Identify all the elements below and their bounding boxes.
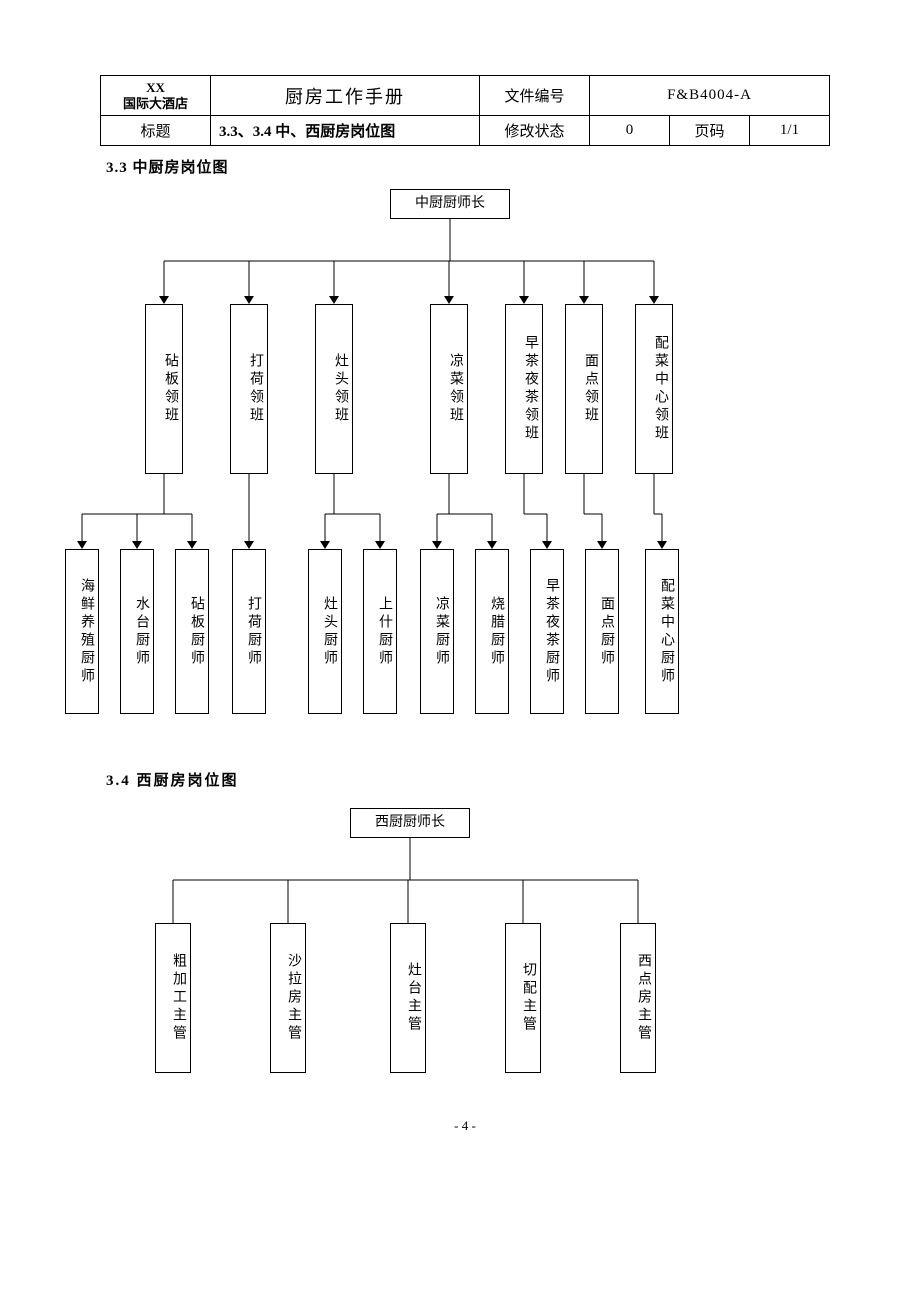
page-label: 页码	[670, 116, 750, 146]
chart33-leaf-node-1: 水台厨师	[120, 549, 154, 714]
chart34-leaf-node-4: 西点房主管	[620, 923, 656, 1073]
hotel-sub: 国际大酒店	[107, 96, 204, 112]
chart33-leaf-node-6: 凉菜厨师	[420, 549, 454, 714]
chart-34: 西厨厨师长粗加工主管 沙拉房主管 灶台主管 切配主管 西点房主管	[60, 808, 760, 1088]
chart34-leaf-node-0: 粗加工主管	[155, 923, 191, 1073]
page-value: 1/1	[750, 116, 830, 146]
chart33-mid-node-2: 灶头领班	[315, 304, 353, 474]
document-header-table: XX 国际大酒店 厨房工作手册 文件编号 F&B4004-A 标题 3.3、3.…	[100, 75, 830, 146]
chart33-mid-node-4: 早茶夜茶领班	[505, 304, 543, 474]
title-value: 3.3、3.4 中、西厨房岗位图	[211, 116, 480, 146]
chart34-root-node: 西厨厨师长	[350, 808, 470, 838]
section-33-title: 3.3 中厨房岗位图	[106, 156, 830, 177]
chart33-mid-node-5: 面点领班	[565, 304, 603, 474]
chart33-mid-node-6: 配菜中心领班	[635, 304, 673, 474]
rev-value: 0	[590, 116, 670, 146]
title-label: 标题	[101, 116, 211, 146]
page-footer: - 4 -	[100, 1118, 830, 1134]
chart33-leaf-node-3: 打荷厨师	[232, 549, 266, 714]
chart34-leaf-node-3: 切配主管	[505, 923, 541, 1073]
chart33-leaf-node-10: 配菜中心厨师	[645, 549, 679, 714]
chart33-leaf-node-5: 上什厨师	[363, 549, 397, 714]
chart33-leaf-node-8: 早茶夜茶厨师	[530, 549, 564, 714]
chart33-leaf-node-7: 烧腊厨师	[475, 549, 509, 714]
chart33-root-node: 中厨厨师长	[390, 189, 510, 219]
manual-title: 厨房工作手册	[211, 76, 480, 116]
chart33-mid-node-3: 凉菜领班	[430, 304, 468, 474]
chart34-leaf-node-2: 灶台主管	[390, 923, 426, 1073]
chart-33: 中厨厨师长砧板领班 打荷领班 灶头领班 凉菜领班早茶夜茶领班面点领班配菜中心领班海鲜养…	[60, 189, 760, 729]
chart33-leaf-node-4: 灶头厨师	[308, 549, 342, 714]
chart33-leaf-node-9: 面点厨师	[585, 549, 619, 714]
doc-no-label: 文件编号	[480, 76, 590, 116]
chart33-mid-node-1: 打荷领班	[230, 304, 268, 474]
rev-label: 修改状态	[480, 116, 590, 146]
chart33-leaf-node-2: 砧板厨师	[175, 549, 209, 714]
chart33-mid-node-0: 砧板领班	[145, 304, 183, 474]
section-34-title: 3.4 西厨房岗位图	[106, 769, 830, 790]
doc-no-value: F&B4004-A	[590, 76, 830, 116]
hotel-xx: XX	[107, 80, 204, 96]
chart33-leaf-node-0: 海鲜养殖厨师	[65, 549, 99, 714]
chart34-leaf-node-1: 沙拉房主管	[270, 923, 306, 1073]
hotel-name-cell: XX 国际大酒店	[101, 76, 211, 116]
